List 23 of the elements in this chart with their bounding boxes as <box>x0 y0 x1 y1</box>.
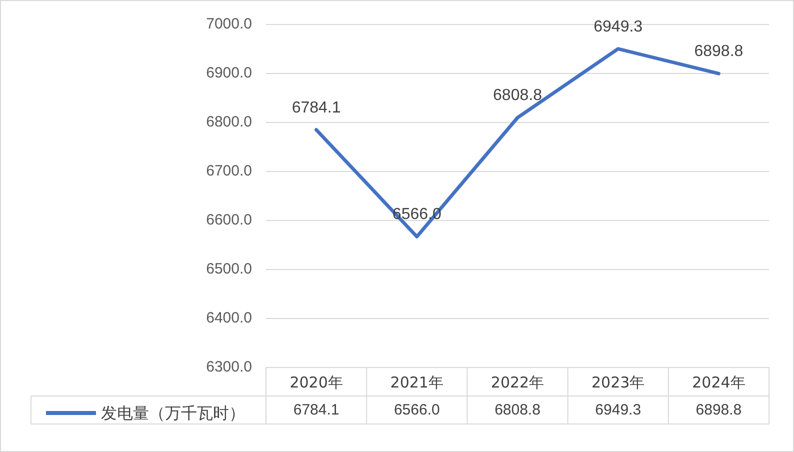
y-tick-label: 6800.0 <box>206 114 252 130</box>
text: 6898.8 <box>694 43 744 60</box>
data-label: 6808.8 <box>494 402 540 418</box>
x-tick-label: 2021年 <box>390 374 444 392</box>
legend-label: 发电量（万千瓦时） <box>101 404 245 422</box>
y-tick-label: 6900.0 <box>206 64 252 82</box>
x-tick-label: 2020年 <box>290 374 343 392</box>
data-label: 6949.3 <box>595 402 642 418</box>
y-tick-label: 6500.0 <box>206 260 252 278</box>
data-label: 6566.0 <box>394 402 440 418</box>
y-tick-label: 7000.0 <box>206 16 252 32</box>
data-label: 6784.1 <box>293 402 340 418</box>
data-label: 6898.8 <box>696 402 742 418</box>
y-tick-label: 6700.0 <box>206 162 252 180</box>
x-tick-label: 2023年 <box>592 374 645 392</box>
y-tick-label: 6400.0 <box>206 310 252 326</box>
x-tick-label: 2022年 <box>490 374 544 392</box>
text: 6949.3 <box>594 18 643 36</box>
y-tick-label: 6300.0 <box>206 358 252 376</box>
x-tick-label: 2024年 <box>692 374 746 392</box>
y-tick-label: 6600.0 <box>206 212 252 228</box>
text: 6784.1 <box>292 99 341 116</box>
text: 6808.8 <box>493 87 542 104</box>
